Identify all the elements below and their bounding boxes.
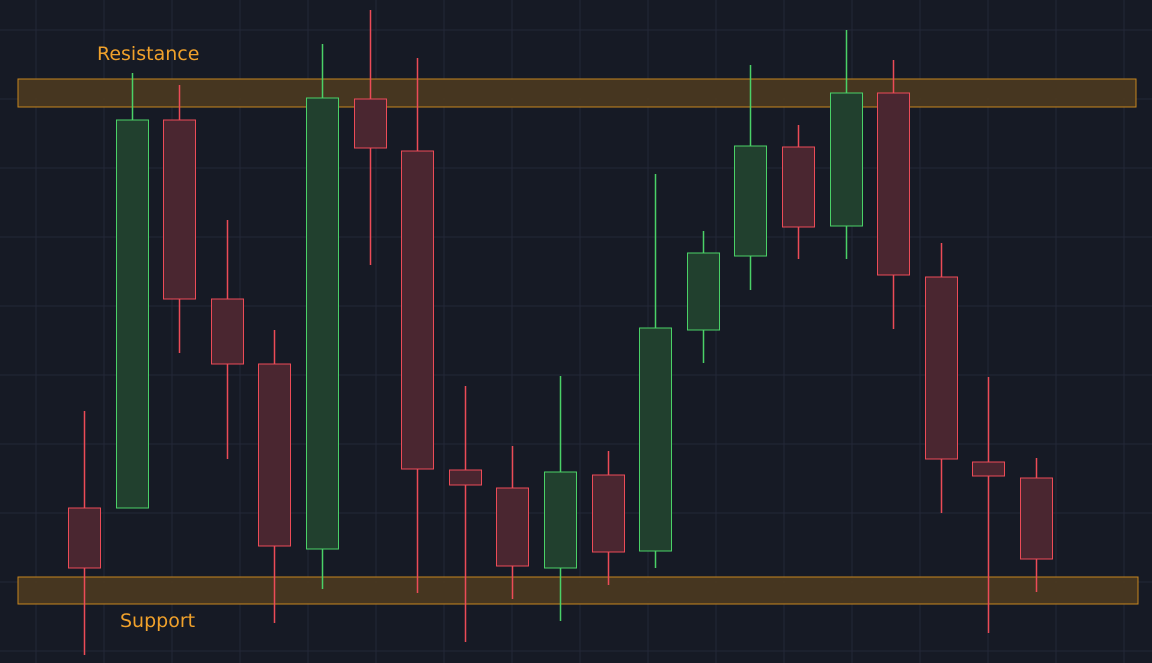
candle-body — [1020, 477, 1053, 560]
resistance-zone — [17, 78, 1137, 108]
candle-body — [211, 298, 244, 365]
bearish-candle — [972, 377, 1005, 633]
bearish-candle — [877, 60, 910, 329]
candle-body — [68, 507, 101, 569]
candle-body — [972, 461, 1005, 477]
candle-body — [401, 150, 434, 470]
bearish-candle — [496, 446, 529, 599]
resistance-label: Resistance — [97, 43, 199, 65]
candle-body — [258, 363, 291, 547]
bearish-candle — [925, 243, 958, 513]
candle-body — [116, 119, 149, 509]
bullish-candle — [734, 65, 767, 290]
candle-body — [687, 252, 720, 331]
bearish-candle — [163, 85, 196, 353]
support-zone — [17, 576, 1139, 605]
bullish-candle — [639, 174, 672, 568]
candle-body — [877, 92, 910, 276]
zones: Resistance Support — [17, 43, 1139, 632]
candle-body — [734, 145, 767, 257]
bullish-candle — [830, 30, 863, 259]
candle-body — [782, 146, 815, 228]
bearish-candle — [592, 451, 625, 585]
bullish-candle — [306, 44, 339, 589]
candle-body — [925, 276, 958, 460]
bullish-candle — [544, 376, 577, 621]
candle-body — [163, 119, 196, 300]
bearish-candle — [401, 58, 434, 593]
candle-body — [544, 471, 577, 569]
bearish-candle — [68, 411, 101, 655]
bullish-candle — [116, 73, 149, 509]
bullish-candle — [687, 231, 720, 363]
bearish-candle — [211, 220, 244, 459]
bearish-candle — [354, 10, 387, 265]
candle-body — [354, 98, 387, 149]
bearish-candle — [449, 386, 482, 642]
bearish-candle — [1020, 458, 1053, 592]
candle-body — [830, 92, 863, 227]
candle-body — [592, 474, 625, 553]
candle-body — [449, 469, 482, 486]
candle-body — [639, 327, 672, 552]
bearish-candle — [258, 330, 291, 623]
candle-body — [496, 487, 529, 567]
candles — [68, 10, 1053, 655]
candle-body — [306, 97, 339, 550]
bearish-candle — [782, 125, 815, 259]
support-label: Support — [120, 610, 195, 632]
